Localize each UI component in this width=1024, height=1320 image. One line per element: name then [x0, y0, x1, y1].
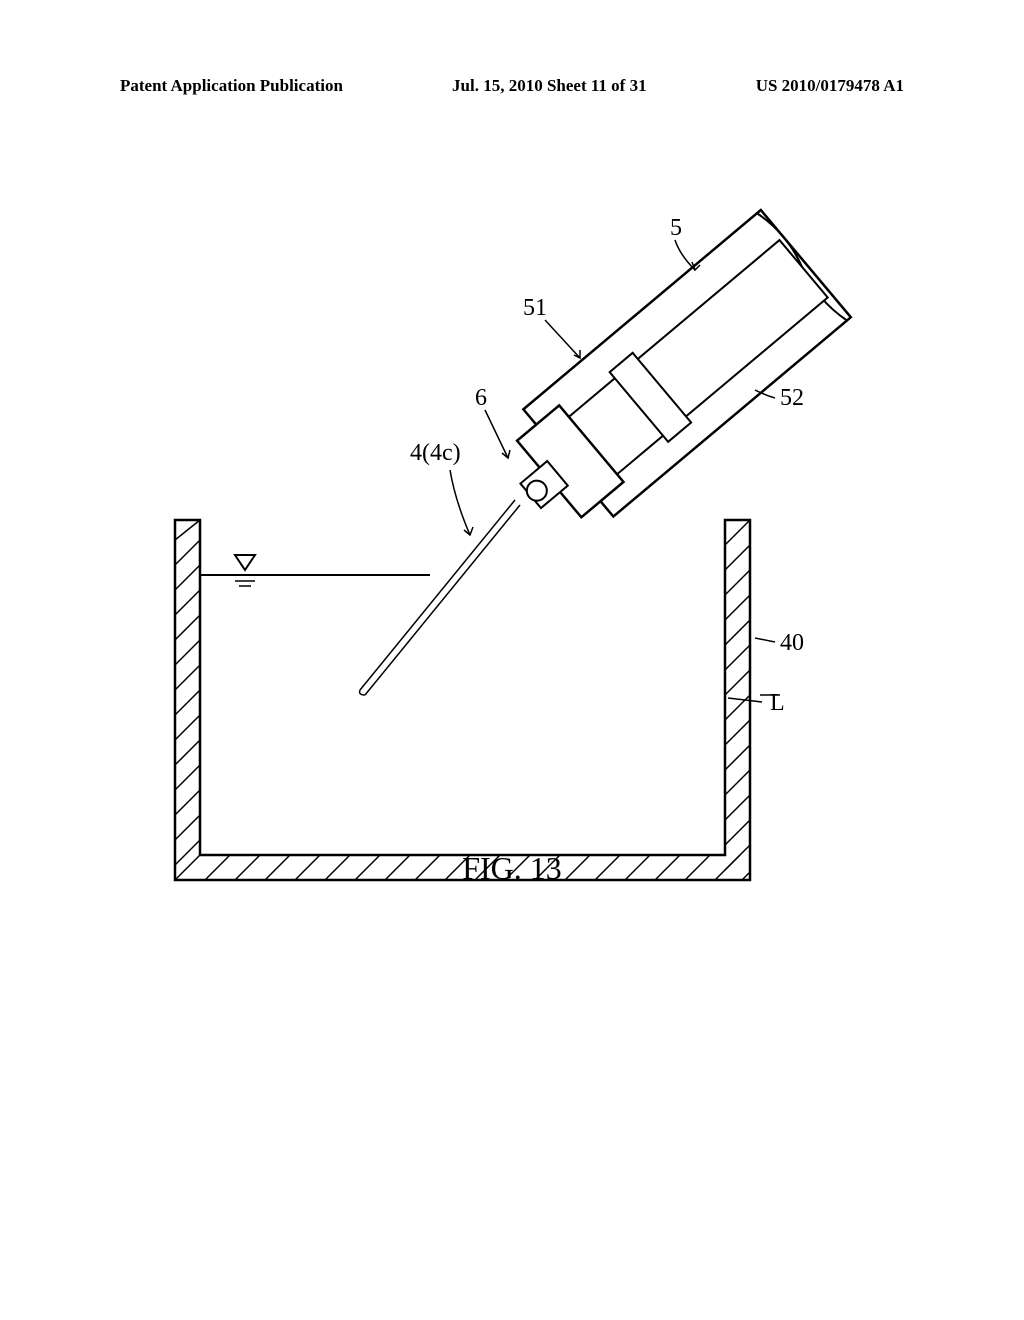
label-52: 52 [780, 385, 804, 411]
label-L: L [770, 690, 785, 716]
label-4-4c: 4(4c) [410, 440, 461, 466]
needle-probe [360, 500, 520, 695]
patent-header: Patent Application Publication Jul. 15, … [0, 76, 1024, 96]
figure-caption: FIG. 13 [0, 850, 1024, 887]
patent-figure-svg: 5 51 52 6 4(4c) 40 L [120, 200, 880, 900]
label-5: 5 [670, 215, 682, 241]
figure-container: 5 51 52 6 4(4c) 40 L [120, 200, 880, 900]
header-patent-number: US 2010/0179478 A1 [756, 76, 904, 96]
liquid-level-indicator [230, 555, 260, 586]
device-body [484, 210, 851, 550]
label-51: 51 [523, 295, 547, 321]
header-publication: Patent Application Publication [120, 76, 343, 96]
header-date-sheet: Jul. 15, 2010 Sheet 11 of 31 [452, 76, 647, 96]
label-6: 6 [475, 385, 487, 411]
label-40: 40 [780, 630, 804, 656]
